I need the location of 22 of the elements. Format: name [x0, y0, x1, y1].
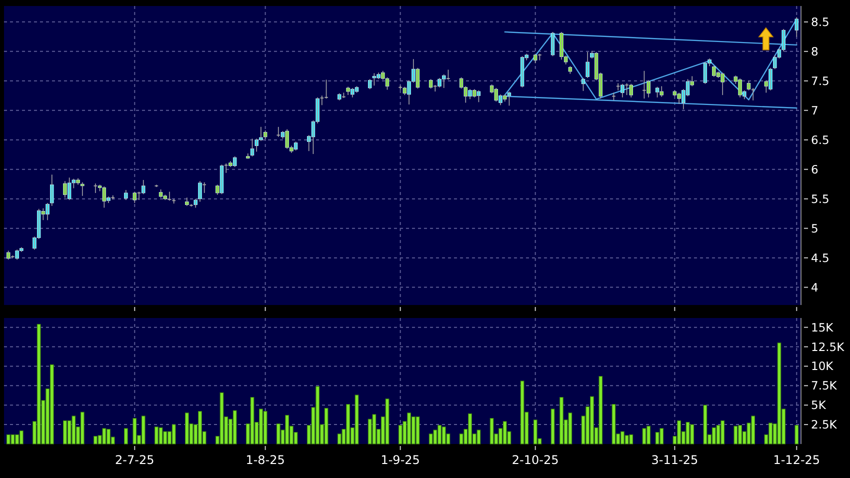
- y-tick-label: 5.5: [811, 192, 830, 206]
- y-tick-label: 4.5: [811, 250, 830, 265]
- y-tick-label: 5: [811, 221, 818, 236]
- y-tick-label: 4: [811, 280, 818, 294]
- y-tick-label: 12.5K: [811, 340, 845, 354]
- y-tick-label: 8: [811, 44, 818, 58]
- y-tick-label: 7.5: [811, 74, 830, 88]
- y-tick-label: 7.5K: [811, 378, 838, 393]
- y-tick-label: 10K: [811, 359, 834, 374]
- y-tick-label: 5K: [811, 398, 826, 412]
- y-tick-label: 6: [811, 162, 818, 176]
- x-tick-label: 2-7-25: [115, 453, 154, 467]
- y-tick-label: 6.5: [811, 132, 830, 147]
- x-tick-label: 3-11-25: [651, 453, 698, 467]
- x-tick-label: 1-8-25: [246, 453, 285, 467]
- y-tick-label: 7: [811, 103, 818, 118]
- y-tick-label: 2.5K: [811, 418, 838, 432]
- x-tick-label: 1-9-25: [380, 453, 420, 467]
- x-tick-label: 2-10-25: [512, 453, 559, 467]
- x-tick-label: 1-12-25: [773, 453, 820, 467]
- y-tick-label: 15K: [811, 320, 834, 334]
- y-tick-label: 8.5: [811, 14, 830, 29]
